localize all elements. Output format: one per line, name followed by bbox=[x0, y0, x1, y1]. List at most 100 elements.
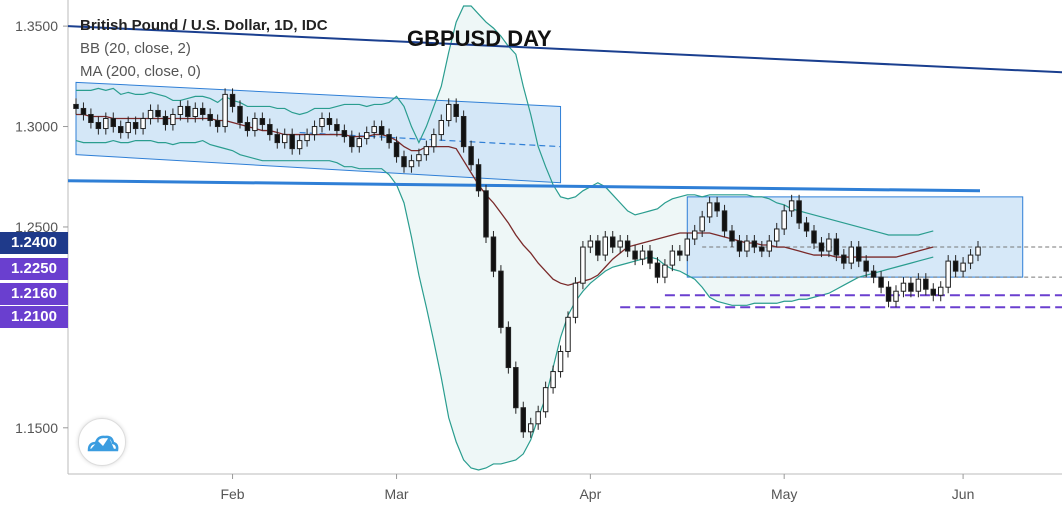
candle-body bbox=[199, 107, 206, 115]
candle-body bbox=[117, 126, 124, 134]
candle-body bbox=[103, 118, 109, 130]
bb-legend-label: BB (20, close, 2) bbox=[80, 40, 191, 57]
candle-body bbox=[691, 230, 698, 240]
candle-body bbox=[796, 200, 802, 224]
x-tick-label: Jun bbox=[952, 486, 975, 502]
candle-body bbox=[386, 134, 392, 144]
candle-body bbox=[542, 387, 549, 413]
candle-body bbox=[915, 278, 922, 292]
candle-body bbox=[363, 132, 370, 140]
x-tick-label: Apr bbox=[579, 486, 601, 502]
level-badge-1: 1.2400 bbox=[0, 232, 68, 254]
candle-body bbox=[289, 134, 295, 150]
candle-body bbox=[729, 230, 735, 242]
candle-body bbox=[222, 93, 228, 128]
candle-body bbox=[214, 120, 221, 128]
candle-body bbox=[155, 109, 161, 117]
candle-body bbox=[744, 240, 750, 252]
candle-body bbox=[527, 423, 534, 433]
candle-body bbox=[863, 260, 869, 272]
x-tick-label: Feb bbox=[220, 486, 244, 502]
candle-body bbox=[848, 246, 855, 264]
candle-body bbox=[513, 367, 519, 409]
candle-body bbox=[490, 236, 497, 272]
candle-body bbox=[416, 154, 422, 162]
candle-body bbox=[483, 190, 489, 238]
candle-body bbox=[460, 115, 467, 148]
candle-body bbox=[423, 146, 430, 156]
candle-body bbox=[378, 126, 385, 136]
candle-body bbox=[975, 246, 981, 256]
candle-body bbox=[557, 350, 564, 373]
bb-lower-line bbox=[75, 139, 934, 471]
candle-body bbox=[95, 122, 102, 130]
candle-body bbox=[229, 93, 236, 107]
candle-body bbox=[788, 200, 795, 212]
candle-body bbox=[736, 240, 743, 252]
candle-body bbox=[453, 103, 459, 117]
candle-body bbox=[326, 118, 333, 126]
candle-body bbox=[841, 254, 847, 264]
candle-body bbox=[900, 282, 907, 292]
candle-body bbox=[162, 115, 169, 126]
candle-body bbox=[803, 222, 810, 232]
candle-body bbox=[550, 371, 556, 389]
candle-body bbox=[706, 202, 713, 218]
candle-body bbox=[88, 113, 94, 124]
candle-body bbox=[677, 250, 683, 256]
candle-body bbox=[140, 118, 146, 130]
candle-body bbox=[80, 107, 87, 115]
candle-body bbox=[535, 411, 541, 425]
candle-body bbox=[870, 270, 877, 278]
candle-body bbox=[617, 240, 623, 248]
candle-body bbox=[937, 286, 944, 296]
candle-body bbox=[356, 138, 363, 148]
candle-body bbox=[699, 216, 705, 232]
candle-body bbox=[565, 316, 571, 352]
candle-body bbox=[654, 262, 661, 278]
candle-body bbox=[311, 126, 318, 136]
tradingview-logo[interactable] bbox=[78, 418, 126, 466]
symbol-label: British Pound / U.S. Dollar, 1D, IDC bbox=[80, 17, 328, 34]
candle-body bbox=[885, 286, 892, 302]
candle-body bbox=[893, 290, 899, 302]
candle-body bbox=[445, 103, 452, 122]
candle-body bbox=[334, 124, 340, 132]
level-badge-2: 1.2250 bbox=[0, 258, 68, 280]
candle-body bbox=[177, 105, 184, 115]
candle-body bbox=[669, 250, 676, 266]
candle-body bbox=[237, 105, 243, 124]
candle-body bbox=[580, 246, 586, 284]
candle-body bbox=[408, 160, 415, 168]
candle-body bbox=[818, 242, 825, 252]
candle-body bbox=[773, 228, 780, 242]
candle-body bbox=[930, 288, 937, 296]
candle-body bbox=[393, 142, 400, 158]
candle-body bbox=[781, 210, 787, 230]
y-tick-label: 1.1500 bbox=[15, 420, 58, 436]
candle-body bbox=[498, 270, 504, 328]
level-badge-4: 1.2100 bbox=[0, 306, 68, 328]
candle-body bbox=[766, 240, 773, 252]
candle-body bbox=[259, 118, 266, 126]
candle-body bbox=[967, 254, 974, 264]
candle-body bbox=[609, 236, 616, 248]
candle-body bbox=[304, 134, 310, 142]
candle-body bbox=[923, 278, 929, 290]
candle-body bbox=[602, 236, 609, 256]
candle-body bbox=[647, 250, 653, 264]
candle-body bbox=[520, 407, 527, 433]
x-tick-label: May bbox=[771, 486, 797, 502]
candle-body bbox=[274, 134, 281, 144]
support-trendline bbox=[67, 179, 981, 193]
candle-body bbox=[908, 282, 914, 292]
candle-body bbox=[192, 107, 199, 117]
candle-body bbox=[401, 156, 407, 168]
y-tick-label: 1.3500 bbox=[15, 18, 58, 34]
candle-body bbox=[759, 246, 765, 252]
candle-body bbox=[207, 113, 213, 122]
candle-body bbox=[341, 130, 348, 138]
upper-trendline bbox=[67, 25, 1062, 74]
